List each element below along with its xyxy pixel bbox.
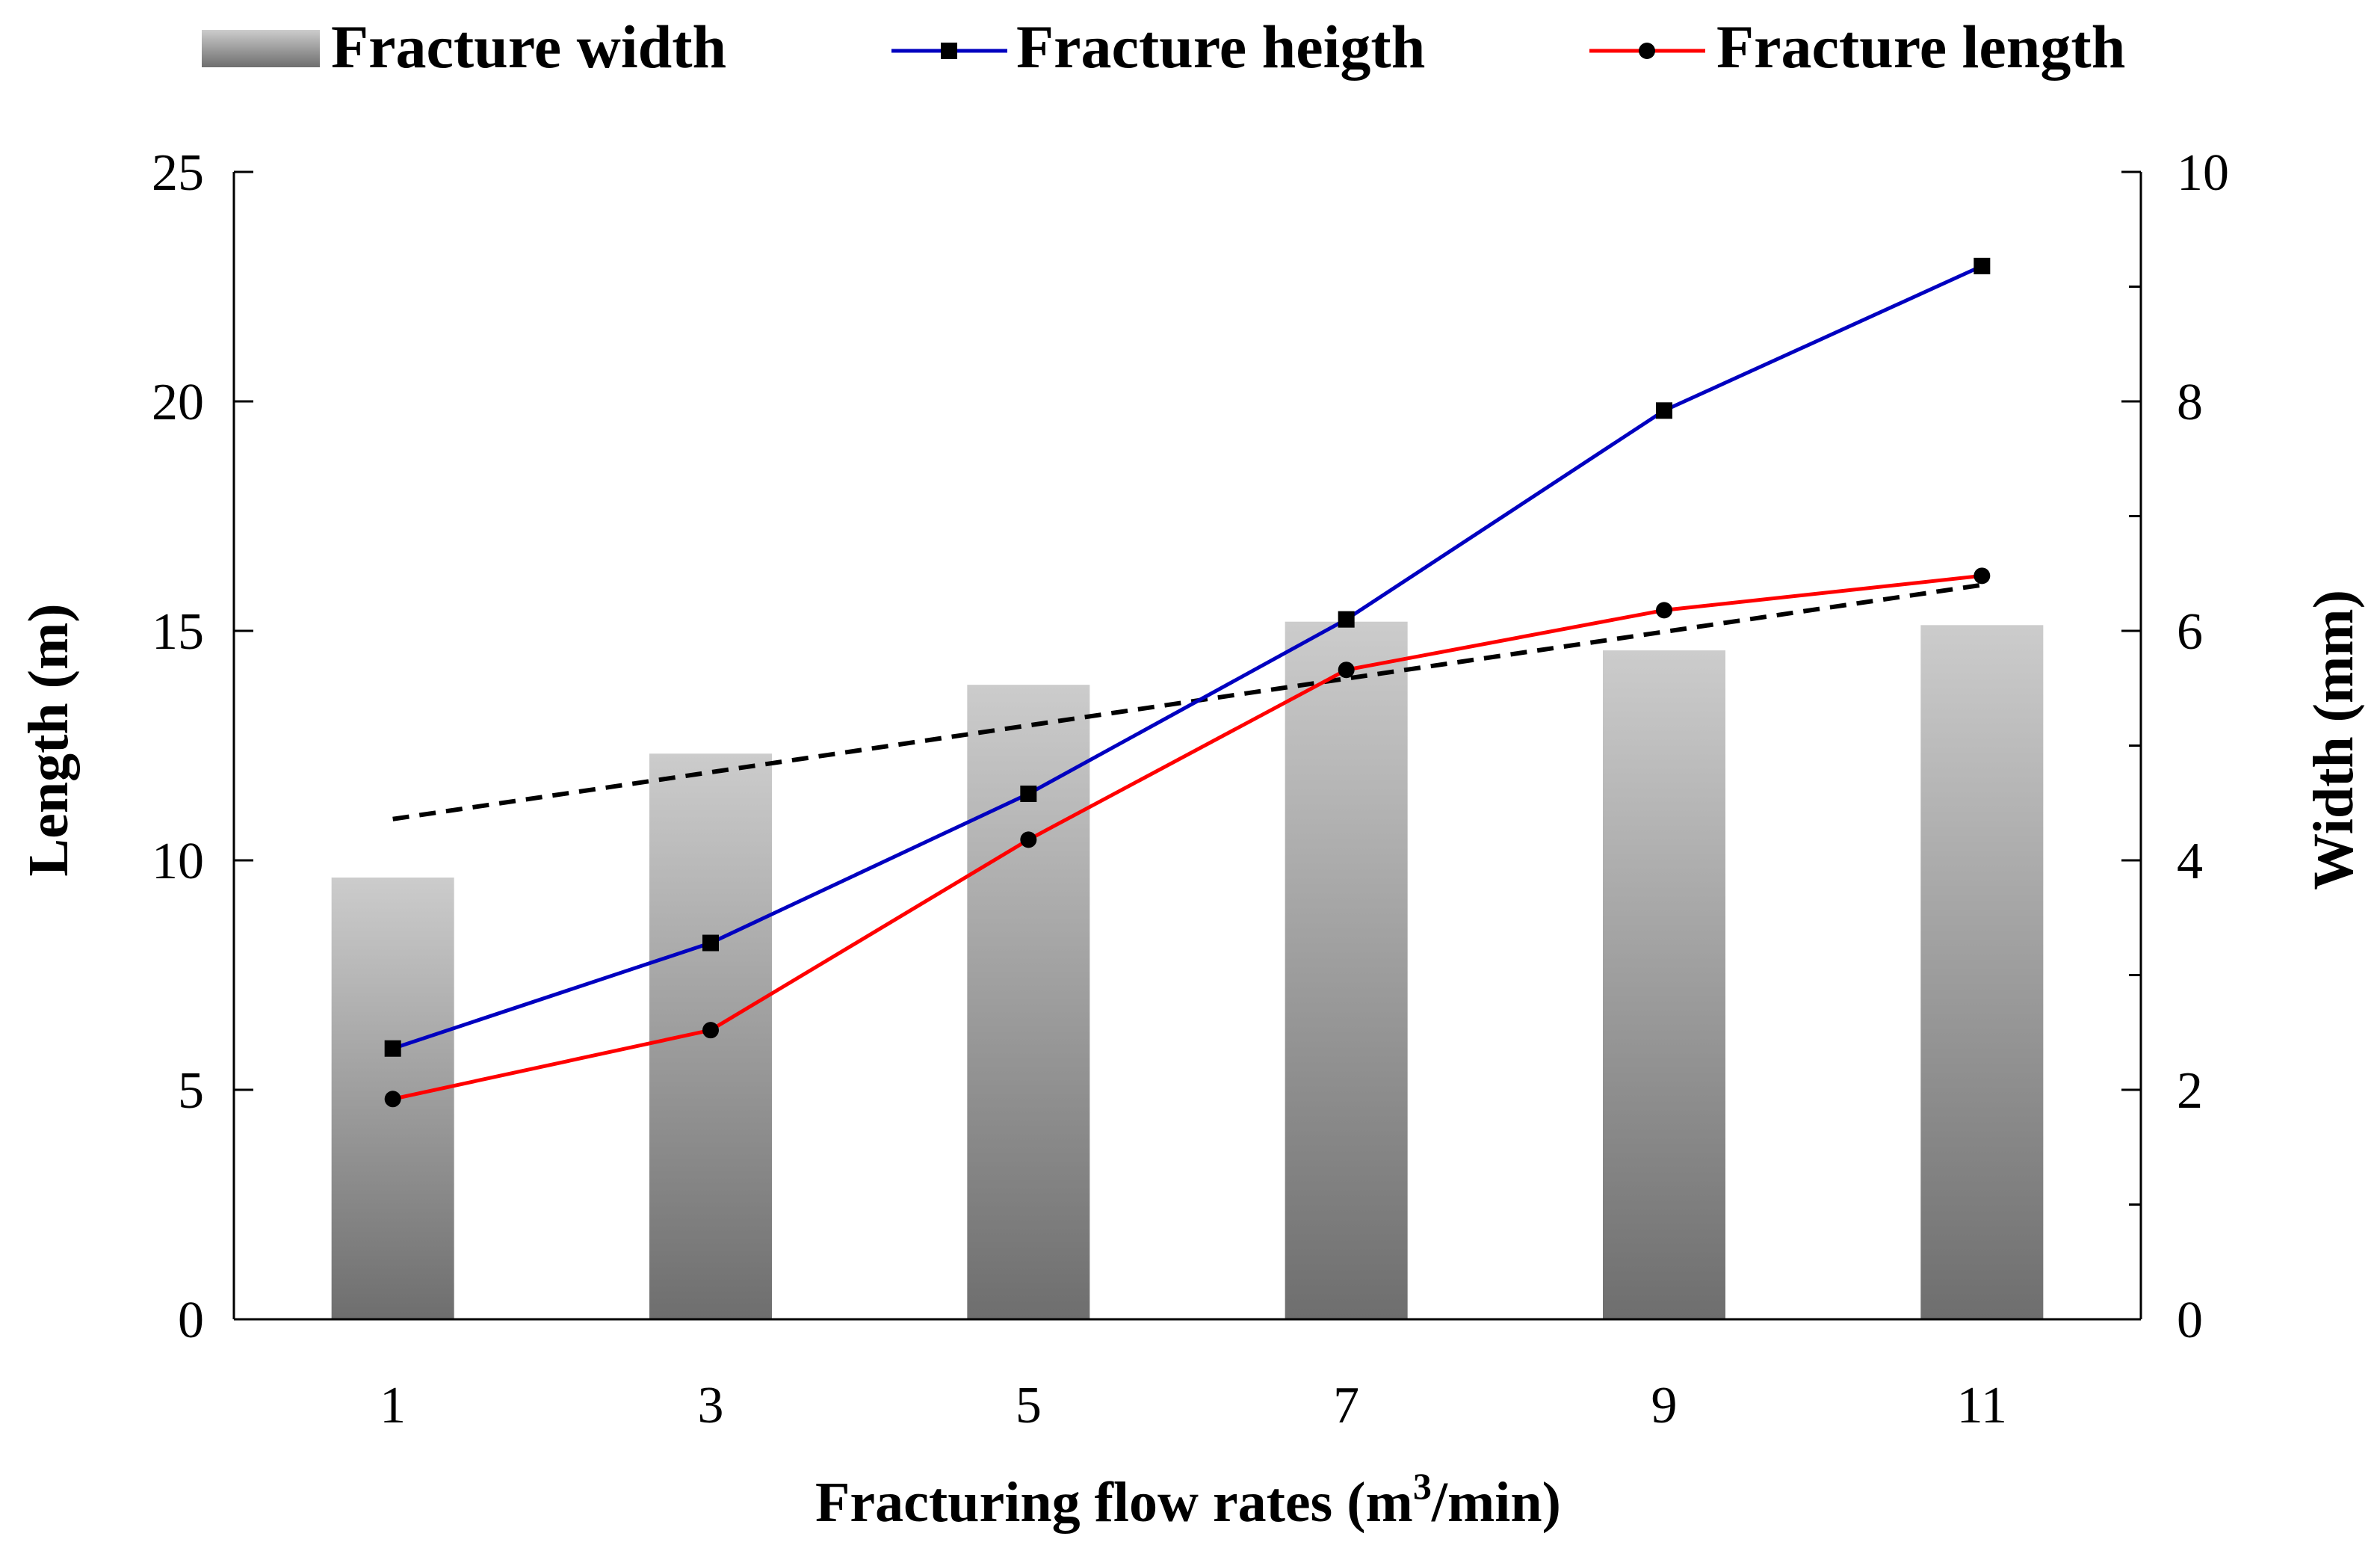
point-height-1 xyxy=(384,1040,401,1057)
left-tick-label: 25 xyxy=(152,144,204,202)
legend-marker-length xyxy=(1639,43,1655,59)
bar-width-11 xyxy=(1920,625,2044,1319)
point-height-3 xyxy=(702,934,719,952)
x-tick-label: 7 xyxy=(1333,1377,1359,1434)
axes xyxy=(232,170,2142,1321)
right-tick-label: 6 xyxy=(2177,603,2203,661)
point-length-11 xyxy=(1973,567,1991,585)
bar-width-7 xyxy=(1285,621,1408,1319)
legend-marker-height xyxy=(941,43,957,59)
bar-width-5 xyxy=(967,685,1090,1319)
right-tick-label: 10 xyxy=(2177,144,2229,202)
x-tick-label: 3 xyxy=(698,1377,724,1434)
legend-swatch-width xyxy=(202,30,320,67)
left-tick-label: 20 xyxy=(152,374,204,431)
x-tick-label: 5 xyxy=(1016,1377,1042,1434)
tick-labels: 0 5 10 15 20 25 0 2 4 6 8 10 1 3 5 7 9 11 xyxy=(152,144,2229,1434)
left-tick-label: 10 xyxy=(152,833,204,890)
point-length-7 xyxy=(1338,662,1355,679)
point-length-1 xyxy=(384,1091,401,1108)
bar-width-9 xyxy=(1603,650,1725,1319)
right-tick-label: 2 xyxy=(2177,1062,2203,1120)
point-length-5 xyxy=(1020,831,1037,848)
left-tick-label: 0 xyxy=(178,1292,204,1349)
point-height-7 xyxy=(1338,611,1355,628)
x-tick-label: 11 xyxy=(1957,1377,2007,1434)
y-axis-title-left: Length (m) xyxy=(17,603,80,876)
trendline-group xyxy=(392,582,1982,821)
left-tick-label: 15 xyxy=(152,603,204,661)
line-height xyxy=(392,264,1983,1051)
x-tick-label: 9 xyxy=(1651,1377,1678,1434)
point-height-11 xyxy=(1973,257,1991,274)
x-tick-label: 1 xyxy=(380,1377,406,1434)
x-axis-title-main: Fracturing flow rates (m xyxy=(815,1471,1413,1534)
point-length-3 xyxy=(702,1022,719,1039)
x-axis-title-sup: 3 xyxy=(1413,1465,1432,1507)
x-axis-title: Fracturing flow rates (m3/min) xyxy=(815,1465,1561,1534)
left-tick-label: 5 xyxy=(178,1062,204,1120)
point-height-5 xyxy=(1020,785,1037,802)
legend-label-length: Fracture length xyxy=(1716,13,2125,81)
legend-label-width: Fracture width xyxy=(331,13,726,81)
point-height-9 xyxy=(1656,402,1672,419)
line-length xyxy=(392,573,1982,1101)
right-tick-label: 0 xyxy=(2177,1292,2203,1349)
right-tick-label: 8 xyxy=(2177,374,2203,431)
legend-label-height: Fracture heigth xyxy=(1016,13,1425,81)
legend: Fracture width Fracture heigth Fracture … xyxy=(202,13,2125,81)
right-tick-label: 4 xyxy=(2177,833,2203,890)
bars xyxy=(331,621,2044,1319)
series-lines xyxy=(384,257,1991,1108)
point-length-9 xyxy=(1656,602,1672,619)
trendline-width xyxy=(392,582,1982,821)
x-axis-title-end: /min) xyxy=(1431,1471,1561,1534)
y-axis-title-right: Width (mm) xyxy=(2302,590,2365,890)
